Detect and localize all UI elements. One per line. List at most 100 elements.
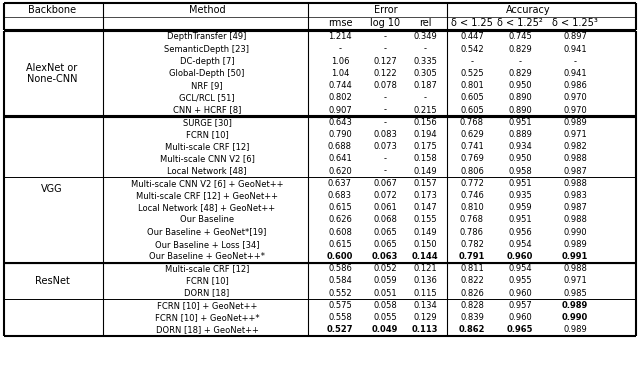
Text: Method: Method: [189, 5, 225, 15]
Text: 0.144: 0.144: [412, 252, 438, 261]
Text: 0.907: 0.907: [328, 106, 352, 115]
Text: 0.122: 0.122: [373, 69, 397, 78]
Text: 0.889: 0.889: [508, 130, 532, 139]
Text: 0.769: 0.769: [460, 154, 484, 163]
Text: 0.113: 0.113: [412, 325, 438, 334]
Text: 0.991: 0.991: [562, 252, 588, 261]
Text: None-CNN: None-CNN: [27, 74, 77, 84]
Text: -: -: [470, 57, 474, 66]
Text: 0.986: 0.986: [563, 81, 587, 90]
Text: 0.127: 0.127: [373, 57, 397, 66]
Text: 0.829: 0.829: [508, 69, 532, 78]
Text: FCRN [10] + GeoNet++*: FCRN [10] + GeoNet++*: [155, 313, 259, 322]
Text: FCRN [10]: FCRN [10]: [186, 130, 228, 139]
Text: δ < 1.25²: δ < 1.25²: [497, 19, 543, 29]
Text: Multi-scale CRF [12] + GeoNet++: Multi-scale CRF [12] + GeoNet++: [136, 191, 278, 200]
Text: Multi-scale CRF [12]: Multi-scale CRF [12]: [165, 264, 249, 273]
Text: rel: rel: [419, 19, 431, 29]
Text: 0.971: 0.971: [563, 130, 587, 139]
Text: 0.129: 0.129: [413, 313, 437, 322]
Text: 0.989: 0.989: [563, 325, 587, 334]
Text: 0.615: 0.615: [328, 240, 352, 249]
Text: 0.584: 0.584: [328, 276, 352, 285]
Text: 0.083: 0.083: [373, 130, 397, 139]
Text: Our Baseline: Our Baseline: [180, 216, 234, 224]
Text: 0.970: 0.970: [563, 106, 587, 115]
Text: 0.989: 0.989: [563, 240, 587, 249]
Text: 0.305: 0.305: [413, 69, 437, 78]
Text: 0.960: 0.960: [508, 289, 532, 298]
Text: DepthTransfer [49]: DepthTransfer [49]: [167, 33, 246, 41]
Text: 0.073: 0.073: [373, 142, 397, 151]
Text: 0.552: 0.552: [328, 289, 352, 298]
Text: -: -: [424, 45, 426, 53]
Text: 0.637: 0.637: [328, 179, 352, 188]
Text: 0.051: 0.051: [373, 289, 397, 298]
Text: 0.158: 0.158: [413, 154, 437, 163]
Text: 0.987: 0.987: [563, 203, 587, 212]
Text: 0.629: 0.629: [460, 130, 484, 139]
Text: 0.822: 0.822: [460, 276, 484, 285]
Text: log 10: log 10: [370, 19, 400, 29]
Text: 0.527: 0.527: [327, 325, 353, 334]
Text: Error: Error: [374, 5, 397, 15]
Text: 0.121: 0.121: [413, 264, 437, 273]
Text: 0.605: 0.605: [460, 106, 484, 115]
Text: VGG: VGG: [41, 184, 63, 194]
Text: 0.173: 0.173: [413, 191, 437, 200]
Text: 0.157: 0.157: [413, 179, 437, 188]
Text: 0.187: 0.187: [413, 81, 437, 90]
Text: -: -: [383, 93, 387, 102]
Text: 0.745: 0.745: [508, 33, 532, 41]
Text: -: -: [424, 93, 426, 102]
Text: 0.643: 0.643: [328, 118, 352, 127]
Text: -: -: [383, 118, 387, 127]
Text: 0.049: 0.049: [372, 325, 398, 334]
Text: DORN [18] + GeoNet++: DORN [18] + GeoNet++: [156, 325, 259, 334]
Text: -: -: [518, 57, 522, 66]
Text: 0.744: 0.744: [328, 81, 352, 90]
Text: 0.149: 0.149: [413, 167, 437, 176]
Text: 0.956: 0.956: [508, 228, 532, 236]
Text: δ < 1.25³: δ < 1.25³: [552, 19, 598, 29]
Text: Global-Depth [50]: Global-Depth [50]: [170, 69, 244, 78]
Text: 0.608: 0.608: [328, 228, 352, 236]
Text: 0.987: 0.987: [563, 167, 587, 176]
Text: 0.626: 0.626: [328, 216, 352, 224]
Text: 0.134: 0.134: [413, 301, 437, 310]
Text: 0.951: 0.951: [508, 216, 532, 224]
Text: 0.782: 0.782: [460, 240, 484, 249]
Text: 0.935: 0.935: [508, 191, 532, 200]
Text: 0.683: 0.683: [328, 191, 352, 200]
Text: 0.957: 0.957: [508, 301, 532, 310]
Text: SemanticDepth [23]: SemanticDepth [23]: [164, 45, 250, 53]
Text: 0.065: 0.065: [373, 228, 397, 236]
Text: 0.052: 0.052: [373, 264, 397, 273]
Text: 0.955: 0.955: [508, 276, 532, 285]
Text: 0.790: 0.790: [328, 130, 352, 139]
Text: -: -: [573, 57, 577, 66]
Text: 0.115: 0.115: [413, 289, 437, 298]
Text: 0.941: 0.941: [563, 69, 587, 78]
Text: 0.061: 0.061: [373, 203, 397, 212]
Text: Multi-scale CNN V2 [6]: Multi-scale CNN V2 [6]: [159, 154, 255, 163]
Text: Our Baseline + Loss [34]: Our Baseline + Loss [34]: [155, 240, 259, 249]
Text: Our Baseline + GeoNet*[19]: Our Baseline + GeoNet*[19]: [147, 228, 267, 236]
Text: 0.768: 0.768: [460, 118, 484, 127]
Text: 0.839: 0.839: [460, 313, 484, 322]
Text: 0.175: 0.175: [413, 142, 437, 151]
Text: -: -: [339, 45, 342, 53]
Text: 0.958: 0.958: [508, 167, 532, 176]
Text: 0.078: 0.078: [373, 81, 397, 90]
Text: 0.067: 0.067: [373, 179, 397, 188]
Text: δ < 1.25: δ < 1.25: [451, 19, 493, 29]
Text: 0.791: 0.791: [459, 252, 485, 261]
Text: 0.990: 0.990: [563, 228, 587, 236]
Text: 0.826: 0.826: [460, 289, 484, 298]
Text: 0.688: 0.688: [328, 142, 352, 151]
Text: 0.055: 0.055: [373, 313, 397, 322]
Text: 0.806: 0.806: [460, 167, 484, 176]
Text: 0.959: 0.959: [508, 203, 532, 212]
Text: -: -: [383, 167, 387, 176]
Text: 0.147: 0.147: [413, 203, 437, 212]
